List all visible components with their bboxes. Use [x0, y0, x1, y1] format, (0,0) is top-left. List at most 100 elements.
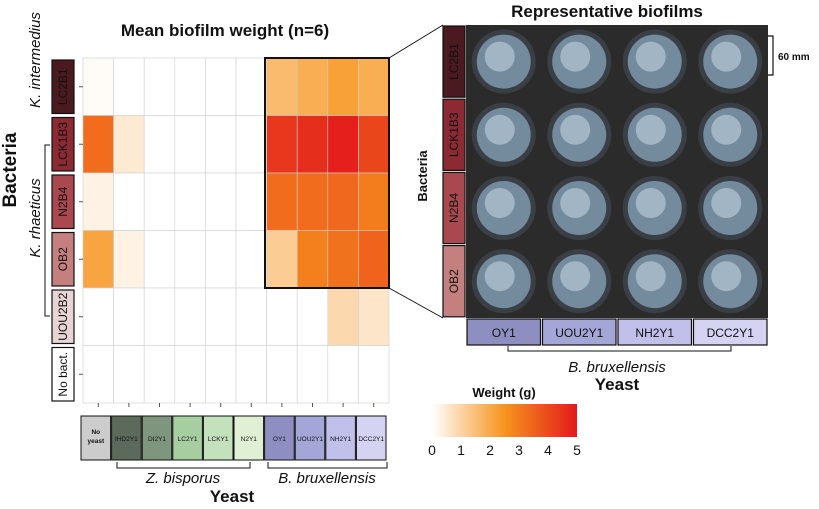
column-label-text: LCKY1 — [208, 436, 229, 443]
photo-row-label-box — [442, 98, 466, 171]
column-label-box — [172, 415, 203, 461]
biofilm-well-highlight — [711, 261, 742, 292]
heatmap-cell-ob2-oy1 — [266, 230, 298, 289]
heatmap-cell-uou2b2-nh2y1 — [327, 287, 359, 346]
heatmap-cell-no-bact--oy1 — [266, 345, 298, 404]
photos-x-axis-label: Yeast — [595, 375, 640, 394]
heatmap-cell-n2b4-ihd2y1 — [113, 172, 145, 231]
heatmap-cell-no-bact--ihd2y1 — [113, 345, 145, 404]
column-label-text: IHD2Y1 — [115, 436, 138, 443]
heatmap-cell-lck1b3-oy1 — [266, 115, 298, 174]
biofilm-well-highlight — [484, 114, 515, 145]
photo-column-label-box — [617, 318, 693, 346]
legend-tick-label: 1 — [457, 442, 465, 458]
x-group-label-z-bisporus: Z. bisporus — [145, 470, 221, 487]
column-label-box — [141, 415, 173, 461]
heatmap-cell-n2b4-di2y1 — [143, 172, 176, 231]
heatmap-cell-uou2b2-no-yeast — [82, 287, 114, 346]
photo-column-label-text: OY1 — [492, 326, 516, 340]
photo-row-label-text: OB2 — [447, 269, 461, 293]
heatmap-cell-ob2-lcky1 — [205, 230, 237, 289]
photo-wells — [471, 29, 763, 314]
heatmap-cell-lc2b1-uou2y1 — [296, 57, 329, 116]
photos-x-group-label: B. bruxellensis — [568, 359, 666, 376]
heatmap-cell-lc2b1-nh2y1 — [327, 57, 359, 116]
heatmap-cell-uou2b2-oy1 — [266, 287, 298, 346]
heatmap-cell-no-bact--uou2y1 — [296, 345, 329, 404]
column-label-box — [202, 415, 234, 461]
photo-row-label-box — [442, 245, 466, 318]
column-label-box — [233, 415, 265, 461]
heatmap-cell-lc2b1-lc2y1 — [174, 57, 206, 116]
heatmap-cell-lck1b3-dcc2y1 — [358, 115, 390, 174]
column-label-box — [294, 415, 326, 461]
y-group-label-k-intermedius: K. intermedius — [27, 12, 44, 108]
row-label-box — [51, 174, 75, 230]
legend-tick-label: 0 — [428, 442, 436, 458]
heatmap-cell-no-bact--dcc2y1 — [358, 345, 390, 404]
photo-row-label-text: LC2B1 — [447, 43, 461, 80]
biofilm-well-highlight — [484, 188, 515, 218]
biofilm-well-highlight — [635, 41, 666, 72]
heatmap-highlight-box — [264, 57, 390, 289]
photos-title: Representative biofilms — [511, 2, 703, 21]
column-label-box — [355, 415, 387, 461]
heatmap-cell-ob2-no-yeast — [82, 230, 114, 289]
heatmap-cell-lck1b3-di2y1 — [143, 115, 176, 174]
heatmap-cell-lc2b1-di2y1 — [143, 57, 176, 116]
row-label-text: UOU2B2 — [56, 292, 70, 340]
photo-row-labels: LC2B1 LCK1B3 N2B4 OB2 — [442, 25, 466, 318]
legend-ticks: 0 1 2 3 4 5 — [428, 442, 581, 458]
column-label-text: DI2Y1 — [148, 436, 166, 443]
heatmap-cell-n2b4-no-yeast — [82, 172, 114, 231]
heatmap-row-labels: LC2B1 LCK1B3 N2B4 OB2 UOU2B2 No bact. — [51, 59, 75, 402]
heatmap-cell-lc2b1-lcky1 — [205, 57, 237, 116]
heatmap-x-axis-label: Yeast — [210, 487, 255, 506]
biofilm-well-highlight — [711, 41, 742, 72]
heatmap-cell-n2b4-uou2y1 — [296, 172, 329, 231]
photo-row-label-text: N2B4 — [447, 193, 461, 223]
heatmap-cell-lck1b3-no-yeast — [82, 115, 114, 174]
biofilm-well-highlight — [484, 41, 515, 72]
heatmap-cell-no-bact--di2y1 — [143, 345, 176, 404]
photo-row-label-box — [442, 25, 466, 98]
photos-y-axis-label: Bacteria — [415, 150, 430, 202]
photo-column-labels: OY1 UOU2Y1 NH2Y1 DCC2Y1 — [466, 318, 768, 346]
heatmap-cell-no-bact--n2y1 — [235, 345, 267, 404]
heatmap-cell-uou2b2-uou2y1 — [296, 287, 329, 346]
heatmap-cell-ob2-nh2y1 — [327, 230, 359, 289]
heatmap-cell-uou2b2-di2y1 — [143, 287, 176, 346]
y-group-label-k-rhaeticus: K. rhaeticus — [27, 178, 44, 258]
heatmap-cell-lc2b1-dcc2y1 — [358, 57, 390, 116]
zoom-connector-top — [388, 24, 444, 59]
photo-row-label-text: LCK1B3 — [447, 112, 461, 157]
legend-tick-label: 4 — [544, 442, 552, 458]
column-label-box — [111, 415, 142, 461]
heatmap-cells — [79, 57, 390, 407]
heatmap-cell-lck1b3-n2y1 — [235, 115, 267, 174]
row-label-text: LCK1B3 — [56, 122, 70, 167]
legend-tick-label: 5 — [573, 442, 581, 458]
biofilm-well-highlight — [560, 114, 591, 145]
biofilm-well-highlight — [711, 114, 742, 145]
photo-column-label-box — [692, 318, 768, 346]
biofilm-well-highlight — [560, 188, 591, 218]
legend-tick-label: 2 — [486, 442, 494, 458]
column-label-text: No yeast — [87, 429, 104, 445]
row-label-box — [51, 346, 75, 402]
photos-x-group-bracket — [507, 346, 732, 352]
heatmap-cell-n2b4-dcc2y1 — [358, 172, 390, 231]
x-group-bracket-b-bruxellensis — [267, 462, 388, 469]
photo-column-label-box — [466, 318, 542, 346]
heatmap-cell-lc2b1-oy1 — [266, 57, 298, 116]
heatmap-cell-lck1b3-uou2y1 — [296, 115, 329, 174]
heatmap-cell-uou2b2-n2y1 — [235, 287, 267, 346]
photo-column-label-text: UOU2Y1 — [555, 326, 603, 340]
biofilm-well-highlight — [711, 188, 742, 218]
heatmap-cell-ob2-uou2y1 — [296, 230, 329, 289]
heatmap-cell-no-bact--lc2y1 — [174, 345, 206, 404]
heatmap-cell-lc2b1-ihd2y1 — [113, 57, 145, 116]
x-group-bracket-z-bisporus — [116, 462, 251, 469]
column-label-text: UOU2Y1 — [297, 436, 323, 443]
heatmap-cell-no-bact--nh2y1 — [327, 345, 359, 404]
